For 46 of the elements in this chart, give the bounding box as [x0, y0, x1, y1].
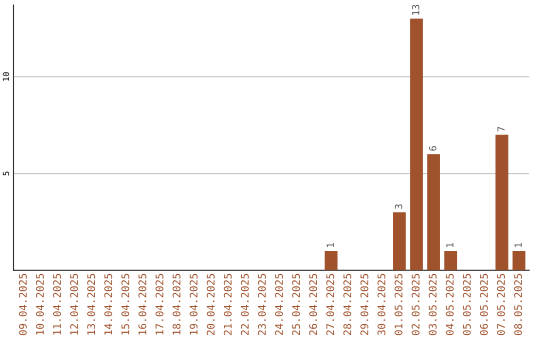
x-tick-label: 19.04.2025	[190, 274, 198, 335]
x-tick-label: 01.05.2025	[394, 274, 402, 336]
x-tick-label: 30.04.2025	[378, 274, 386, 336]
x-tick-label: 15.04.2025	[121, 274, 130, 335]
x-tick-label: 06.05.2025	[480, 274, 488, 336]
x-tick-label: 07.05.2025	[497, 274, 505, 336]
bar	[427, 154, 440, 270]
bar	[444, 250, 458, 270]
data-label: 6	[429, 146, 436, 151]
x-tick-label: 25.04.2025	[292, 274, 300, 336]
x-tick-label: 22.04.2025	[240, 274, 249, 336]
bar	[393, 212, 406, 270]
x-tick-label: 13.04.2025	[87, 274, 96, 335]
x-tick-label: 16.04.2025	[138, 274, 146, 335]
data-label: 1	[514, 242, 522, 247]
bar	[324, 250, 338, 270]
x-tick-label: 23.04.2025	[258, 274, 266, 336]
x-tick-label: 14.04.2025	[104, 274, 112, 335]
bar	[495, 134, 508, 270]
x-tick-label: 09.04.2025	[18, 274, 27, 336]
x-tick-label: 04.05.2025	[446, 274, 454, 336]
x-tick-label: 10.04.2025	[36, 274, 44, 335]
x-tick-label: 02.05.2025	[412, 274, 420, 336]
x-tick-label: 26.04.2025	[309, 274, 318, 336]
x-tick-label: 05.05.2025	[462, 274, 471, 336]
x-tick-label: 11.04.2025	[53, 274, 61, 335]
data-label: 1	[326, 242, 334, 247]
y-tick-label: 10	[2, 72, 10, 81]
x-tick-label: 27.04.2025	[326, 274, 334, 336]
x-tick-label: 03.05.2025	[428, 274, 437, 336]
y-tick-label: 5	[2, 172, 10, 176]
bar	[410, 18, 423, 270]
x-tick-label: 08.05.2025	[514, 274, 522, 336]
data-label: 13	[412, 4, 420, 15]
data-label: 3	[394, 204, 402, 209]
x-tick-label: 28.04.2025	[343, 274, 352, 336]
x-tick-label: 29.04.2025	[360, 274, 368, 336]
x-tick-label: 17.04.2025	[156, 274, 164, 335]
data-label: 7	[498, 126, 505, 132]
data-label: 1	[446, 242, 454, 247]
bar	[512, 250, 526, 270]
x-tick-label: 20.04.2025	[206, 274, 215, 336]
x-tick-label: 18.04.2025	[172, 274, 180, 335]
x-tick-label: 21.04.2025	[224, 274, 232, 336]
x-tick-label: 24.04.2025	[275, 274, 283, 336]
x-tick-label: 12.04.2025	[70, 274, 78, 335]
